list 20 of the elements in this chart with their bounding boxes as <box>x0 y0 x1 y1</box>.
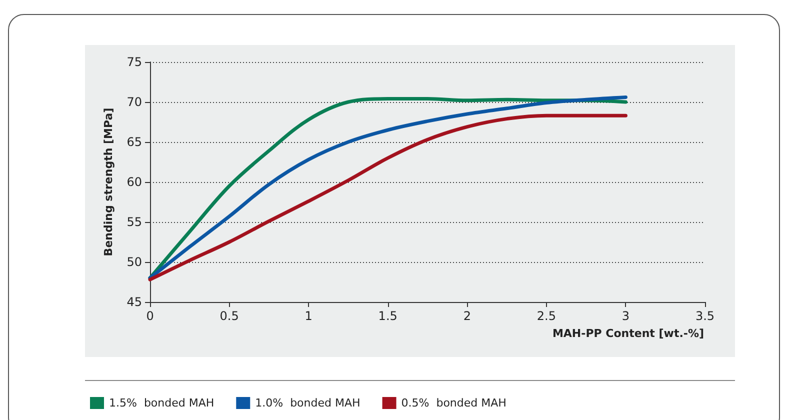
y-tick-label: 60 <box>126 175 142 189</box>
x-tick-label: 0 <box>146 309 154 323</box>
x-axis-title: MAH-PP Content [wt.-%] <box>552 327 704 340</box>
x-tick-label: 1.5 <box>378 309 398 323</box>
y-tick-label: 75 <box>126 55 142 69</box>
x-tick-label: 1 <box>304 309 312 323</box>
x-tick-label: 3.5 <box>695 309 715 323</box>
x-tick-label: 0.5 <box>220 309 239 323</box>
y-tick-label: 45 <box>126 295 142 309</box>
x-tick-label: 2 <box>463 309 471 323</box>
y-tick-label: 50 <box>126 255 142 269</box>
legend-label: 0.5% bonded MAH <box>401 396 506 410</box>
y-axis-title: Bending strength [MPa] <box>102 108 115 256</box>
y-tick-label: 70 <box>126 95 142 109</box>
legend-label: 1.0% bonded MAH <box>255 396 360 410</box>
x-tick-label: 2.5 <box>536 309 556 323</box>
legend-label: 1.5% bonded MAH <box>109 396 214 410</box>
y-tick-label: 65 <box>126 135 142 149</box>
x-tick-label: 3 <box>622 309 630 323</box>
y-tick-label: 55 <box>126 215 142 229</box>
